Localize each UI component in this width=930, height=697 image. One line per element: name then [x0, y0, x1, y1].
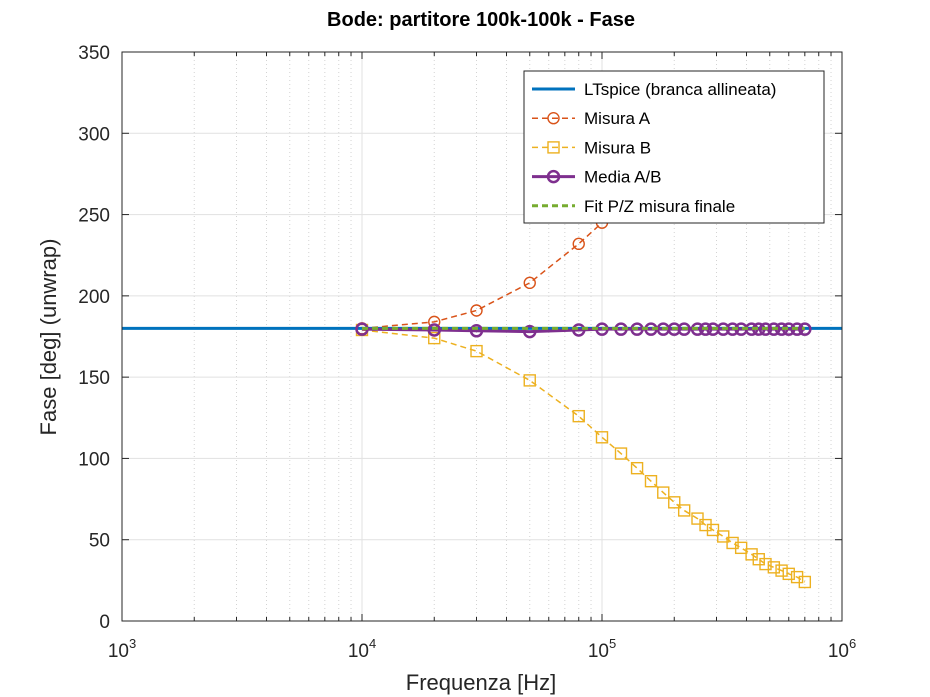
data-point-misura-b: [691, 512, 704, 525]
data-point-media-a-b: [427, 323, 441, 337]
data-point-misura-b: [782, 567, 795, 581]
data-point-misura-b: [644, 474, 658, 488]
data-point-misura-b: [706, 523, 720, 537]
y-axis-label: Fase [deg] (unwrap): [36, 239, 61, 436]
x-tick-label: 105: [588, 636, 616, 662]
data-point-misura-b: [470, 344, 483, 358]
y-tick-label: 100: [78, 449, 110, 470]
y-tick-label: 200: [78, 287, 110, 308]
x-tick-label: 104: [348, 636, 376, 662]
data-point-misura-b: [717, 530, 730, 543]
data-point-misura-b: [798, 575, 812, 589]
data-point-misura-b: [428, 331, 441, 345]
data-point-media-a-b: [571, 323, 586, 337]
y-tick-label: 150: [78, 368, 110, 389]
data-point-misura-b: [668, 496, 681, 509]
series-layer: [122, 200, 842, 589]
data-point-media-a-b: [767, 322, 781, 336]
data-point-misura-a: [572, 237, 585, 251]
y-tick-label: 250: [78, 206, 110, 227]
data-point-misura-b: [734, 541, 748, 555]
data-point-misura-b: [572, 409, 585, 423]
data-point-misura-a: [523, 276, 536, 290]
x-tick-label: 106: [828, 636, 856, 662]
data-point-misura-b: [614, 447, 628, 460]
data-point-misura-b: [595, 431, 609, 444]
data-point-misura-a: [470, 304, 483, 317]
data-point-misura-b: [657, 486, 670, 499]
data-point-media-a-b: [469, 324, 484, 338]
data-point-misura-b: [523, 374, 536, 387]
data-point-media-a-b: [523, 324, 537, 339]
data-point-misura-b: [767, 561, 781, 574]
axis-ticks: 0 50 100 150 200 250 300 350 103 104 105 106: [78, 43, 856, 662]
legend: LTspice (branca allineata) Misura A Misura…: [523, 70, 825, 224]
legend-marker-misura-a: [547, 111, 560, 125]
y-tick-label: 50: [89, 531, 110, 552]
y-tick-label: 350: [78, 43, 110, 64]
legend-label-ltspice-branca-allineata: LTspice (branca allineata): [584, 80, 776, 99]
y-tick-label: 300: [78, 124, 110, 145]
legend-label-misura-a: Misura A: [584, 109, 651, 128]
plot-frame: [121, 51, 843, 622]
data-point-media-a-b: [758, 322, 773, 336]
data-point-media-a-b: [677, 322, 691, 336]
x-axis-label: Frequenza [Hz]: [406, 670, 556, 695]
chart-title: Bode: partitore 100k-100k - Fase: [327, 9, 635, 31]
legend-label-fit-p-z-misura-finale: Fit P/Z misura finale: [584, 197, 735, 216]
data-point-misura-b: [775, 564, 788, 577]
data-point-misura-b: [677, 504, 691, 517]
legend-marker-media-a-b: [546, 169, 561, 184]
legend-label-misura-b: Misura B: [584, 138, 651, 157]
data-point-misura-b: [630, 461, 644, 475]
legend-label-media-a-b: Media A/B: [584, 168, 662, 187]
series-line-misura-b: [361, 329, 806, 583]
data-point-media-a-b: [698, 322, 713, 336]
legend-marker-misura-b: [547, 141, 560, 154]
data-point-misura-b: [759, 557, 772, 571]
x-tick-label: 103: [108, 636, 136, 662]
y-tick-label: 0: [99, 612, 110, 633]
data-point-media-a-b: [798, 322, 812, 336]
